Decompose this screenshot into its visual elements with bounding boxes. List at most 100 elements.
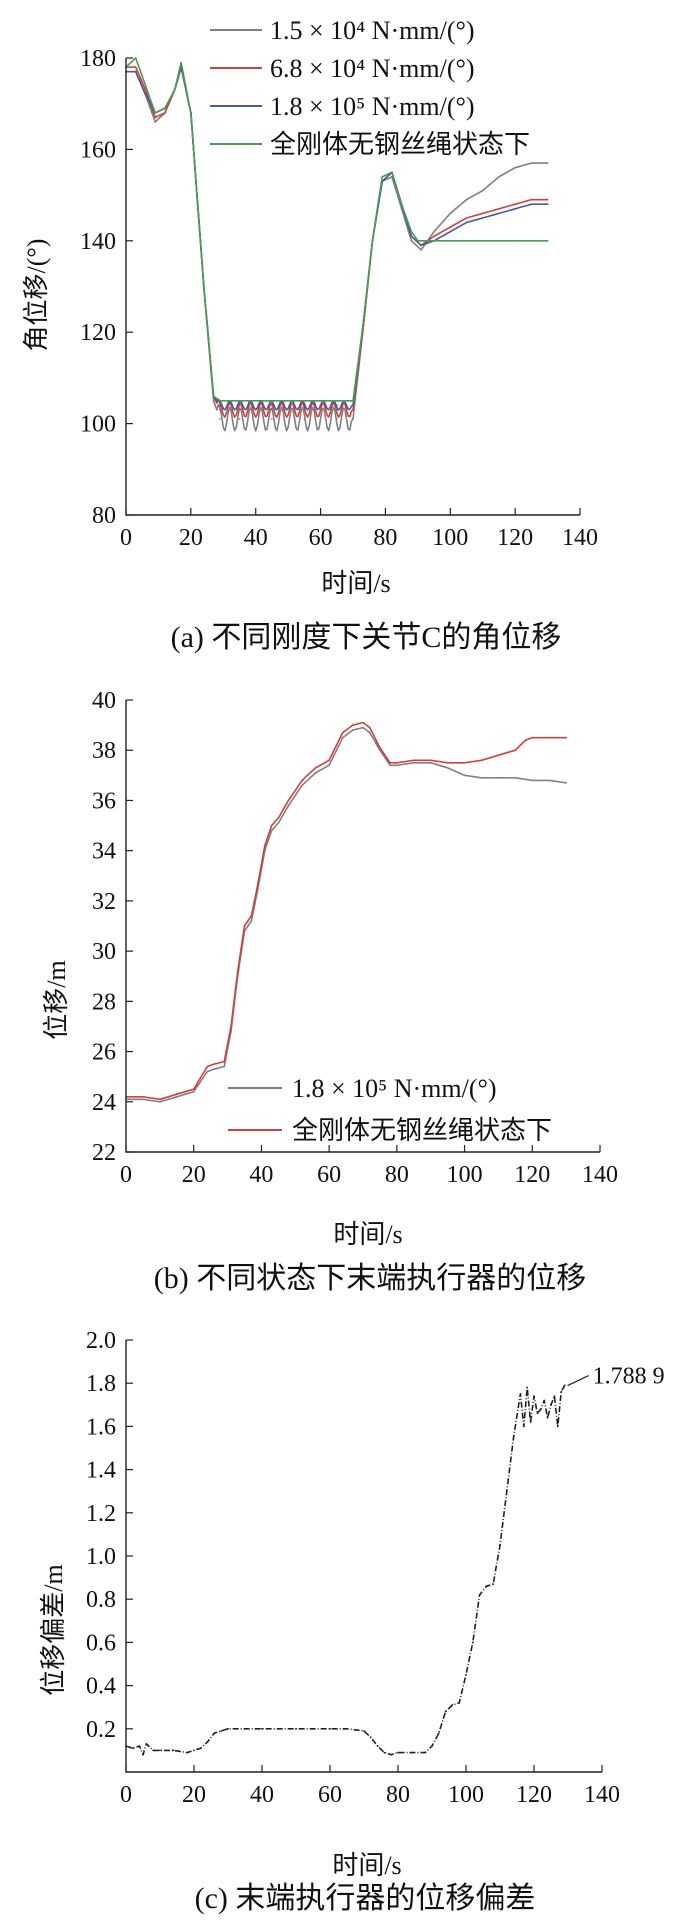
chart-c-xlabel: 时间/s: [332, 1851, 401, 1880]
chart-c-ytick-label: 0.2: [86, 1717, 116, 1743]
chart-c-point: [193, 1749, 195, 1752]
chart-c-point: [492, 1583, 495, 1585]
chart-b-point: [142, 1098, 144, 1101]
chart-c-point: [142, 1753, 144, 1756]
chart-b-point: [412, 761, 415, 764]
chart-a-point: [219, 409, 221, 411]
chart-a-ytick-label: 120: [80, 320, 116, 346]
chart-b-point: [362, 721, 364, 724]
chart-c-annotation-leader: [567, 1375, 589, 1387]
chart-c-point: [206, 1740, 209, 1743]
chart-c-xtick-label: 40: [250, 1782, 274, 1808]
legend-a-label-2: 6.8 × 10⁴ N·mm/(°): [270, 54, 475, 83]
chart-b-point: [206, 1065, 209, 1068]
chart-a-ytick-label: 160: [80, 137, 116, 163]
chart-b-point: [362, 726, 364, 729]
chart-c-point: [543, 1399, 546, 1402]
chart-c-point: [465, 1673, 467, 1676]
chart-a-point: [417, 239, 419, 242]
chart-b-series-2: [126, 721, 567, 1101]
legend-b-label-2: 全刚体无钢丝绳状态下: [292, 1116, 552, 1145]
chart-c-point: [172, 1749, 175, 1752]
chart-c-point: [213, 1732, 216, 1734]
chart-b-point: [230, 1025, 232, 1028]
chart-c-point: [369, 1736, 372, 1739]
chart-a-point: [449, 226, 452, 229]
chart-c-point: [546, 1416, 549, 1419]
chart-a-point: [180, 61, 183, 64]
chart-b-xtick-label: 140: [582, 1162, 618, 1188]
chart-b-series-1: [126, 726, 567, 1103]
chart-c-xtick-label: 80: [386, 1782, 410, 1808]
chart-c-point: [312, 1727, 314, 1730]
chart-b-xtick-label: 100: [447, 1162, 483, 1188]
chart-b-point: [328, 759, 330, 762]
chart-b-point: [341, 736, 344, 739]
chart-c-point: [533, 1395, 535, 1398]
chart-c-point: [563, 1384, 566, 1387]
chart-b-point: [250, 915, 253, 917]
legend-a-label-3: 1.8 × 10⁵ N·mm/(°): [270, 92, 475, 121]
chart-b-point: [396, 764, 398, 767]
chart-a-point: [271, 404, 273, 407]
chart-c-point: [159, 1749, 161, 1752]
chart-a-point: [410, 235, 413, 238]
chart-a-point: [546, 239, 549, 242]
chart-a-point: [514, 166, 516, 169]
chart-a-point: [212, 399, 215, 402]
chart-a-point: [303, 399, 306, 402]
chart-b-point: [243, 925, 246, 927]
chart-a-point: [303, 404, 306, 407]
chart-b-point: [175, 1093, 178, 1096]
chart-c-xtick-label: 140: [584, 1782, 620, 1808]
chart-a-point: [433, 230, 435, 233]
chart-c-annotation-label: 1.788 9: [593, 1364, 665, 1390]
chart-b-point: [236, 970, 239, 973]
chart-b-point: [389, 764, 391, 767]
chart-a-xtick-label: 40: [244, 525, 268, 551]
chart-a-point: [433, 235, 435, 238]
chart-a-point: [335, 399, 338, 402]
chart-a-point: [498, 175, 500, 178]
chart-a-point: [190, 111, 192, 114]
chart-a-point: [202, 285, 205, 288]
chart-b-ytick-label: 34: [92, 839, 116, 865]
chart-c-point: [278, 1727, 280, 1730]
chart-c-ylabel: 位移偏差/m: [39, 1564, 68, 1695]
chart-a-point: [546, 203, 549, 206]
chart-c-point: [526, 1386, 529, 1389]
chart-b-point: [396, 761, 398, 764]
chart-b-point: [314, 766, 317, 769]
chart-b-point: [159, 1100, 161, 1103]
chart-a-point: [219, 404, 221, 407]
chart-c-point: [227, 1727, 229, 1730]
chart-c-xtick-label: 0: [120, 1782, 132, 1808]
chart-a-ytick-label: 140: [80, 229, 116, 255]
chart-c-ytick-label: 0.4: [86, 1674, 116, 1700]
chart-c-point: [424, 1751, 427, 1754]
chart-b-point: [429, 759, 432, 762]
chart-b-point: [497, 776, 500, 779]
chart-b-point: [379, 746, 381, 749]
chart-c-caption: (c) 末端执行器的位移偏差: [195, 1882, 536, 1915]
chart-c-point: [499, 1544, 501, 1547]
chart-a-point: [481, 239, 484, 242]
chart-a-point: [164, 107, 166, 110]
chart-a-point: [465, 198, 468, 201]
chart-a-ytick-label: 180: [80, 46, 116, 72]
chart-c-series-1: [125, 1385, 566, 1756]
chart-b-point: [206, 1070, 209, 1073]
chart-b-ytick-label: 28: [92, 989, 116, 1015]
chart-a-point: [400, 207, 403, 210]
chart-c-point: [485, 1585, 488, 1588]
chart-a-point: [420, 249, 422, 251]
chart-a-point: [514, 207, 516, 210]
chart-b-point: [257, 882, 259, 885]
chart-c-point: [329, 1727, 331, 1730]
chart-c-point: [550, 1403, 552, 1406]
chart-a-point: [271, 418, 273, 420]
chart-a-point: [465, 217, 468, 219]
chart-b-point: [531, 736, 534, 739]
chart-c-point: [410, 1751, 413, 1754]
chart-a-point: [303, 409, 306, 411]
